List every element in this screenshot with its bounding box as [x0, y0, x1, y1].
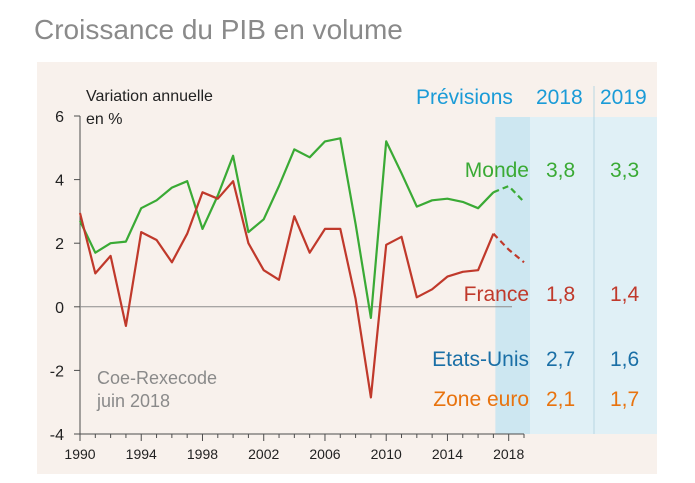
x-tick-label: 2006 [309, 446, 340, 462]
forecast-header: Prévisions [416, 86, 513, 109]
x-tick-label: 2002 [248, 446, 279, 462]
y-tick-label: 0 [55, 300, 64, 317]
source-note: juin 2018 [96, 391, 170, 411]
forecast-row-name: France [464, 283, 529, 306]
y-axis-label: Variation annuelle [86, 88, 213, 105]
x-tick-label: 2018 [493, 446, 524, 462]
forecast-value-2018: 3,8 [546, 159, 575, 182]
forecast-row-name: Etats-Unis [432, 348, 529, 371]
y-tick-label: 6 [55, 109, 64, 126]
forecast-row-name: Zone euro [433, 388, 529, 411]
forecast-band-chart [495, 117, 530, 434]
y-tick-label: -2 [50, 363, 64, 380]
x-tick-label: 2014 [432, 446, 463, 462]
forecast-year-2019: 2019 [600, 86, 647, 109]
forecast-value-2018: 1,8 [546, 283, 575, 306]
forecast-value-2019: 1,4 [610, 283, 640, 306]
forecast-value-2019: 1,7 [610, 388, 639, 411]
series-forecast-monde [492, 184, 525, 203]
forecast-value-2019: 3,3 [610, 159, 639, 182]
forecast-value-2018: 2,1 [546, 388, 575, 411]
x-tick-label: 2010 [371, 446, 402, 462]
series-forecast-france [492, 232, 525, 264]
series-line-monde [79, 137, 495, 319]
y-tick-label: -4 [50, 427, 64, 444]
forecast-value-2019: 1,6 [610, 348, 639, 371]
chart-title: Croissance du PIB en volume [34, 14, 403, 45]
series-line-france [78, 180, 495, 399]
x-tick-label: 1994 [126, 446, 157, 462]
y-tick-label: 2 [55, 236, 64, 253]
source-note: Coe-Rexecode [97, 368, 217, 388]
x-tick-label: 1990 [64, 446, 95, 462]
forecast-year-2018: 2018 [536, 86, 583, 109]
x-tick-label: 1998 [187, 446, 218, 462]
forecast-row-name: Monde [465, 159, 529, 182]
forecast-value-2018: 2,7 [546, 348, 575, 371]
y-tick-label: 4 [55, 173, 64, 190]
y-axis-label: en % [86, 111, 122, 128]
